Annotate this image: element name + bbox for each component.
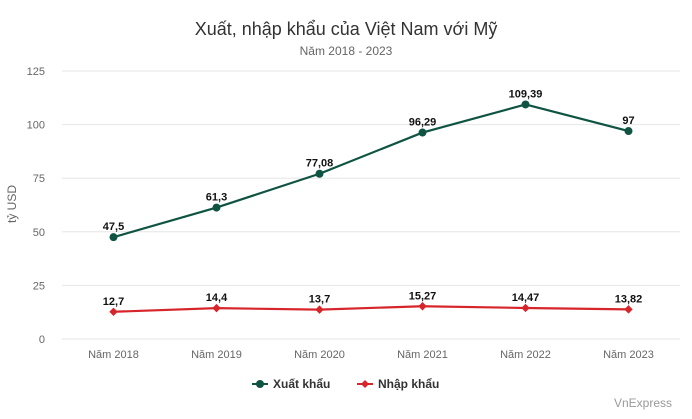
x-tick-label: Năm 2023 <box>603 349 654 361</box>
x-tick-label: Năm 2018 <box>88 349 139 361</box>
data-point <box>521 303 530 313</box>
data-label: 15,27 <box>409 290 437 302</box>
data-label: 77,08 <box>306 158 334 170</box>
data-labels: 47,5 61,3 77,08 96,29 109,39 97 12,7 14,4 13,7 15… <box>103 88 642 307</box>
data-point <box>109 307 118 316</box>
data-label: 14,47 <box>512 292 540 304</box>
y-tick-label: 0 <box>39 334 45 346</box>
y-axis-label: tỷ USD <box>5 185 19 223</box>
data-label: 97 <box>622 115 634 127</box>
chart-title: Xuất, nhập khẩu của Việt Nam với Mỹ <box>195 19 498 39</box>
data-point <box>418 128 427 137</box>
credit-text: VnExpress <box>614 396 672 410</box>
data-label: 12,7 <box>103 296 124 308</box>
x-axis-ticks: Năm 2018 Năm 2019 Năm 2020 Năm 2021 Năm 2022… <box>88 349 654 361</box>
data-label: 13,7 <box>309 294 330 306</box>
series-layer <box>109 100 633 316</box>
legend-label: Xuất khẩu <box>273 377 330 391</box>
gridlines <box>62 70 680 340</box>
data-point <box>315 169 324 178</box>
data-point <box>521 100 530 109</box>
x-tick-label: Năm 2020 <box>294 349 345 361</box>
chart-subtitle: Năm 2018 - 2023 <box>300 44 393 58</box>
data-label: 96,29 <box>409 117 437 129</box>
series-line-0 <box>113 103 629 239</box>
data-point <box>212 303 221 313</box>
data-label: 14,4 <box>206 292 228 304</box>
data-point <box>624 305 633 314</box>
y-tick-label: 100 <box>27 120 45 132</box>
data-label: 61,3 <box>206 192 227 204</box>
data-point <box>212 203 221 212</box>
legend: Xuất khẩu Nhập khẩu <box>252 377 439 391</box>
y-tick-label: 50 <box>33 227 45 239</box>
x-tick-label: Năm 2022 <box>500 349 551 361</box>
data-point <box>624 127 633 136</box>
data-point <box>109 233 118 242</box>
data-point <box>418 302 427 311</box>
data-label: 47,5 <box>103 221 124 233</box>
x-tick-label: Năm 2021 <box>397 349 448 361</box>
data-label: 13,82 <box>615 293 643 305</box>
legend-label: Nhập khẩu <box>378 377 439 391</box>
y-tick-label: 125 <box>27 66 45 78</box>
x-tick-label: Năm 2019 <box>191 349 242 361</box>
data-point <box>315 305 324 314</box>
y-tick-label: 75 <box>33 173 45 185</box>
legend-swatch-marker <box>256 380 264 388</box>
y-tick-label: 25 <box>33 280 45 292</box>
data-label: 109,39 <box>509 88 543 100</box>
legend-swatch-marker <box>361 380 369 388</box>
series-line-1 <box>113 305 629 313</box>
y-axis-ticks: 0 25 50 75 100 125 <box>27 66 45 346</box>
